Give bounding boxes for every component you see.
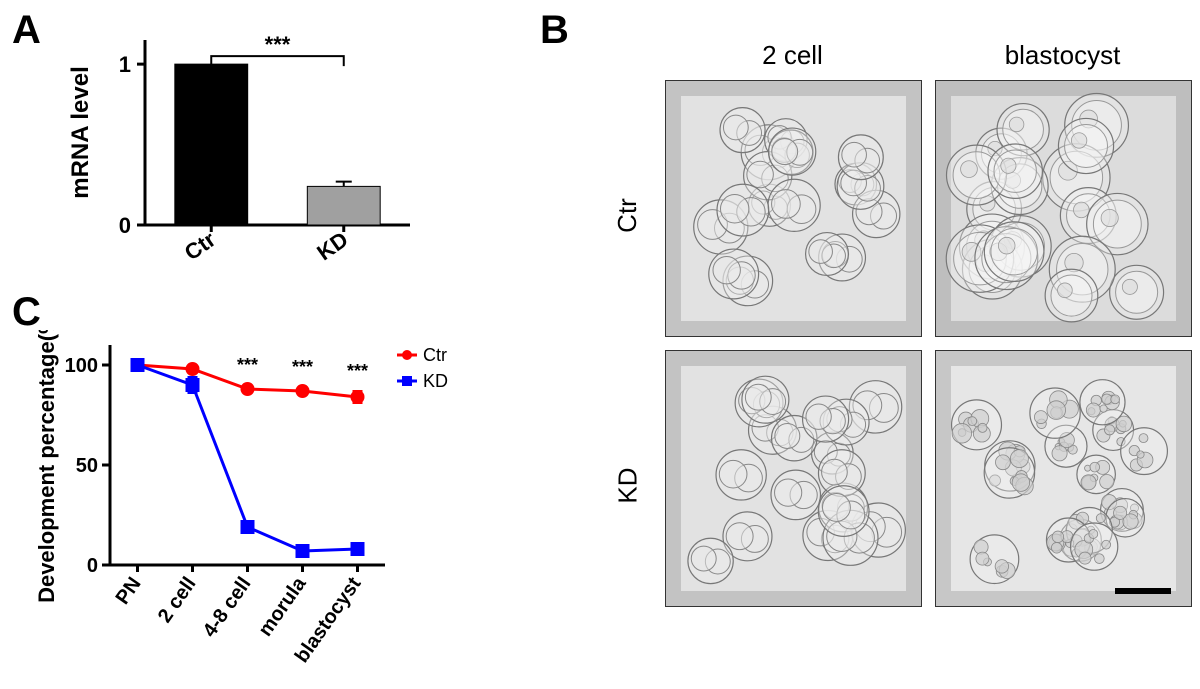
panel-letter-a: A xyxy=(12,8,41,53)
svg-text:100: 100 xyxy=(65,355,98,377)
micrograph-ctr-blastocyst xyxy=(935,80,1192,337)
svg-text:KD: KD xyxy=(423,371,448,391)
figure-root: A B C 0 1 mRNA level Ctr KD *** 0 50 100 Develop… xyxy=(0,0,1200,689)
svg-text:morula: morula xyxy=(254,573,311,641)
svg-text:PN: PN xyxy=(112,573,146,608)
svg-text:***: *** xyxy=(265,32,291,57)
svg-text:mRNA level: mRNA level xyxy=(67,66,94,199)
svg-text:4-8 cell: 4-8 cell xyxy=(199,573,256,641)
row-label-kd: KD xyxy=(613,467,644,503)
col-header-blastocyst: blastocyst xyxy=(935,40,1190,71)
panel-b-micrographs: 2 cell blastocyst Ctr KD xyxy=(590,40,1190,680)
svg-text:***: *** xyxy=(292,357,313,377)
svg-text:Ctr: Ctr xyxy=(423,345,447,365)
svg-text:KD: KD xyxy=(312,227,352,266)
micrograph-kd-blastocyst xyxy=(935,350,1192,607)
svg-text:***: *** xyxy=(347,361,368,381)
svg-text:0: 0 xyxy=(87,555,98,577)
panel-a-barchart: 0 1 mRNA level Ctr KD *** xyxy=(60,20,430,280)
col-header-2cell: 2 cell xyxy=(665,40,920,71)
svg-text:Development percentage(%): Development percentage(%) xyxy=(34,330,59,603)
svg-text:Ctr: Ctr xyxy=(180,226,221,265)
row-label-ctr: Ctr xyxy=(612,198,643,233)
micrograph-kd-2cell xyxy=(665,350,922,607)
svg-text:1: 1 xyxy=(119,52,131,77)
svg-text:2 cell: 2 cell xyxy=(154,573,201,627)
svg-text:***: *** xyxy=(237,355,258,375)
panel-letter-c: C xyxy=(12,290,41,335)
micrograph-ctr-2cell xyxy=(665,80,922,337)
panel-letter-b: B xyxy=(540,8,569,53)
svg-text:50: 50 xyxy=(76,455,98,477)
svg-text:0: 0 xyxy=(119,213,131,238)
panel-c-linechart: 0 50 100 Development percentage(%) PN2 cell4… xyxy=(30,330,470,680)
